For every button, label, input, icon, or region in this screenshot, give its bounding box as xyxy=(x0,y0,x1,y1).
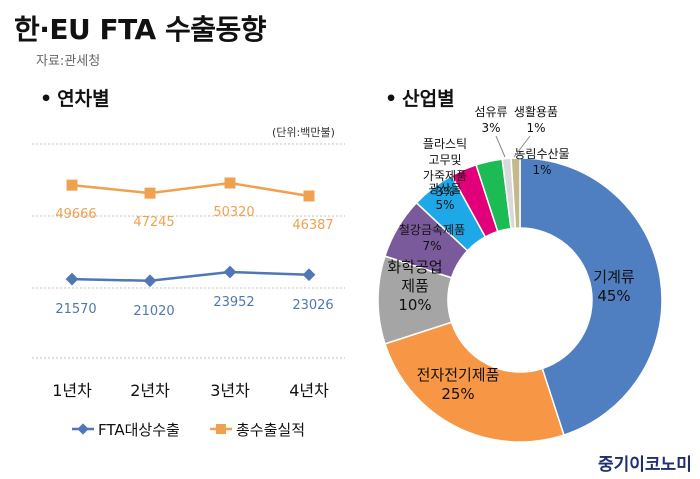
slice-label: 고무및 xyxy=(428,153,461,167)
data-label: 47245 xyxy=(133,215,174,230)
yearly-section-label: 연차별 xyxy=(57,88,110,110)
data-label: 46387 xyxy=(292,218,333,233)
data-label: 21020 xyxy=(133,304,174,319)
slice-percent: 3% xyxy=(481,121,500,135)
data-label: 23952 xyxy=(213,295,254,310)
slice-label: 생활용품 xyxy=(514,105,558,119)
x-tick-label: 3년차 xyxy=(210,381,250,400)
data-label: 23026 xyxy=(292,298,333,313)
unit-note: (단위:백만불) xyxy=(272,126,335,139)
legend-label: FTA대상수출 xyxy=(98,421,180,439)
slice-percent: 7% xyxy=(422,239,441,253)
legend-marker xyxy=(77,423,89,435)
data-point xyxy=(143,274,157,288)
slice-label: 전자전기제품 xyxy=(417,366,500,384)
slice-label: 플라스틱 xyxy=(423,137,467,151)
slice-percent: 1% xyxy=(526,121,545,135)
slice-label: 농림수산물 xyxy=(514,147,569,161)
slice-percent: 25% xyxy=(441,385,474,403)
source-note: 자료:관세청 xyxy=(36,54,101,69)
slice-label: 제품 xyxy=(401,277,429,295)
data-point xyxy=(65,272,79,286)
series-line xyxy=(71,270,310,283)
data-point xyxy=(224,177,236,189)
donut-slice xyxy=(510,157,521,229)
x-tick-label: 1년차 xyxy=(52,381,92,400)
section-title-industry: • 산업별 xyxy=(385,84,455,111)
bullet-icon: • xyxy=(40,88,53,110)
slice-percent: 3% xyxy=(435,185,454,199)
legend-marker xyxy=(216,424,226,434)
slice-label: 섬유류 xyxy=(474,105,507,119)
slice-percent: 10% xyxy=(398,296,431,314)
brand-logo: 중기이코노미 xyxy=(598,455,692,475)
slice-percent: 5% xyxy=(435,198,454,212)
page-title: 한·EU FTA 수출동향 xyxy=(14,13,267,46)
industry-section-label: 산업별 xyxy=(402,88,455,110)
data-label: 21570 xyxy=(55,302,96,317)
data-label: 50320 xyxy=(213,205,254,220)
leader-line xyxy=(513,135,531,158)
data-point xyxy=(302,268,316,282)
slice-label: 광산물 xyxy=(428,182,461,196)
bullet-icon: • xyxy=(385,88,398,110)
donut-slice xyxy=(519,157,663,436)
series-line xyxy=(71,181,310,198)
line-chart: 1년차 2년차 3년차 4년차 21570 21020 23952 23026 49666 472… xyxy=(32,143,345,439)
legend-label: 총수출실적 xyxy=(236,421,305,439)
donut-slice xyxy=(384,321,565,443)
data-point xyxy=(66,179,78,191)
data-label: 49666 xyxy=(55,207,96,222)
section-title-yearly: • 연차별 xyxy=(40,84,110,111)
data-point xyxy=(303,190,315,202)
slice-label: 가죽제품 xyxy=(423,169,467,183)
data-point xyxy=(223,265,237,279)
slice-percent: 1% xyxy=(532,163,551,177)
data-point xyxy=(144,187,156,199)
slice-percent: 45% xyxy=(597,287,630,305)
x-tick-label: 4년차 xyxy=(289,381,329,400)
x-tick-label: 2년차 xyxy=(130,381,170,400)
slice-label: 철강금속제품 xyxy=(399,223,465,237)
slice-label: 기계류 xyxy=(593,268,635,286)
leader-line xyxy=(495,135,506,158)
slice-label: 화학공업 xyxy=(387,258,442,276)
